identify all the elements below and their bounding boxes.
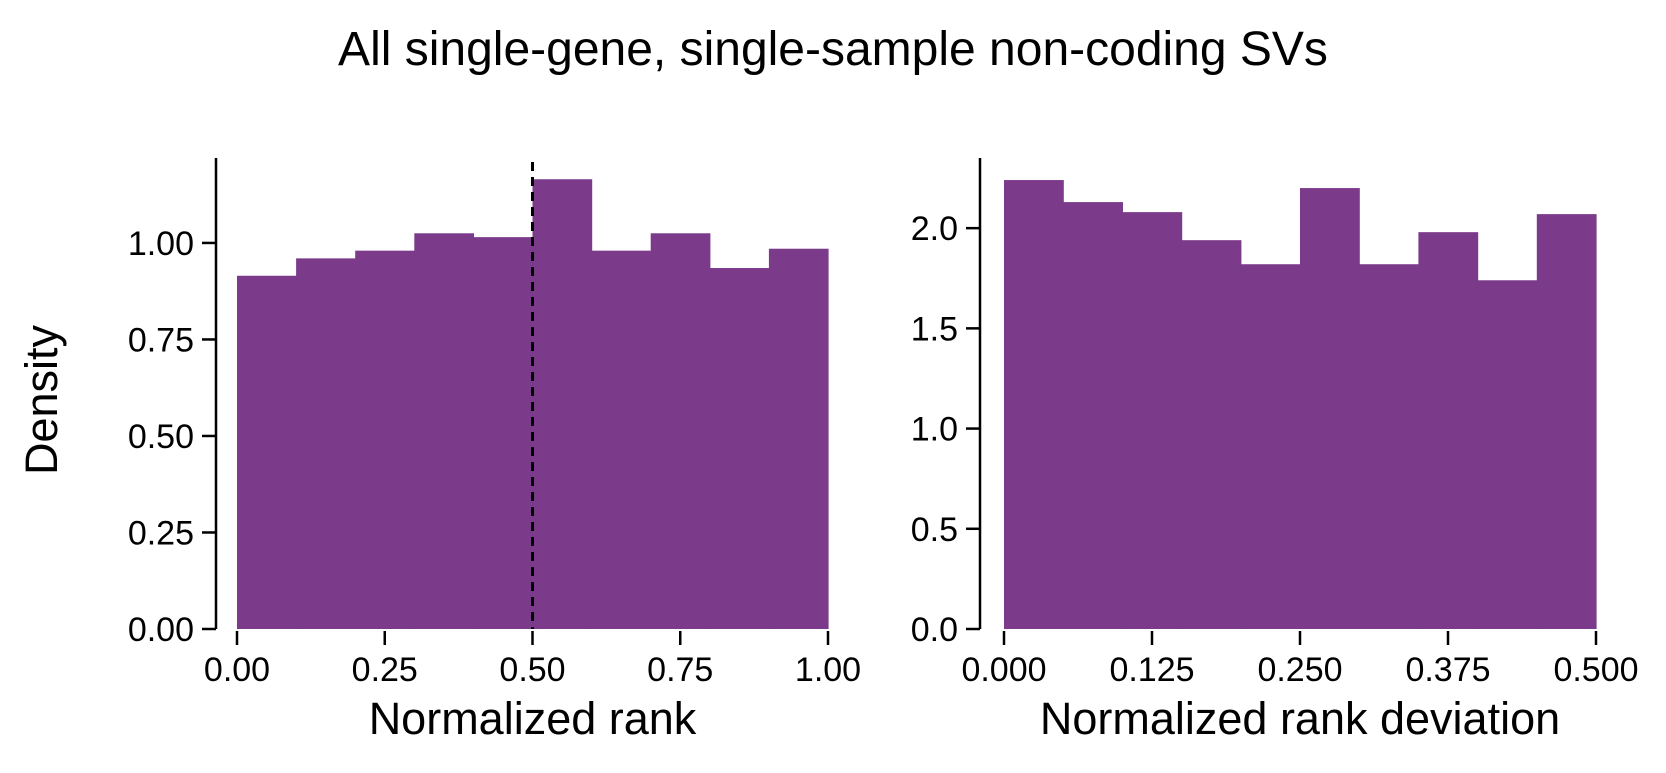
histogram-bar bbox=[1063, 202, 1123, 629]
y-tick-label: 0.00 bbox=[128, 611, 194, 649]
histogram-bar bbox=[1477, 280, 1538, 629]
x-tick-label: 0.375 bbox=[1405, 651, 1490, 689]
y-tick-label: 1.5 bbox=[911, 310, 958, 348]
y-tick-label: 0.50 bbox=[128, 418, 194, 456]
histogram-bar bbox=[414, 233, 474, 630]
x-tick-label: 0.250 bbox=[1257, 651, 1342, 689]
x-tick-label: 0.500 bbox=[1553, 651, 1638, 689]
histogram-bar bbox=[650, 233, 711, 630]
x-axis-label: Normalized rank bbox=[369, 693, 697, 744]
histogram-bar bbox=[768, 248, 829, 629]
figure-title: All single-gene, single-sample non-codin… bbox=[338, 23, 1328, 76]
histogram-bar bbox=[1418, 232, 1479, 629]
histogram-bar bbox=[296, 258, 356, 629]
histogram-bar bbox=[591, 250, 652, 629]
panel-normalized-rank-deviation: 0.0 0.5 1.0 1.5 2.0 0.000 0.125 0.250 0.375 0.500… bbox=[911, 158, 1639, 744]
x-tick-label: 0.25 bbox=[352, 651, 418, 689]
x-tick-label: 0.125 bbox=[1109, 651, 1194, 689]
y-tick-label: 0.25 bbox=[128, 514, 194, 552]
histogram-bar bbox=[532, 179, 593, 629]
y-tick-label: 0.75 bbox=[128, 321, 194, 359]
y-tick-label: 1.00 bbox=[128, 225, 194, 263]
panel-normalized-rank: 0.00 0.25 0.50 0.75 1.00 0.00 0.25 0.50 0.75 1.00… bbox=[16, 158, 861, 744]
y-tick-label: 0.0 bbox=[911, 611, 958, 649]
histogram-bar bbox=[1536, 214, 1597, 630]
histogram-bar bbox=[709, 268, 770, 629]
x-tick-label: 0.75 bbox=[647, 651, 713, 689]
histogram-bar bbox=[473, 237, 534, 630]
histogram-bar bbox=[1004, 180, 1064, 629]
histogram-bar bbox=[1181, 240, 1242, 629]
y-tick-label: 2.0 bbox=[911, 210, 958, 248]
histogram-bar bbox=[355, 250, 415, 629]
x-tick-label: 0.50 bbox=[499, 651, 565, 689]
y-tick-label: 1.0 bbox=[911, 411, 958, 449]
x-tick-label: 1.00 bbox=[795, 651, 861, 689]
histogram-bar bbox=[1300, 188, 1360, 629]
y-axis-label: Density bbox=[16, 324, 67, 475]
y-tick-label: 0.5 bbox=[911, 511, 958, 549]
histogram-bar bbox=[1240, 264, 1301, 629]
x-tick-label: 0.00 bbox=[204, 651, 270, 689]
x-tick-label: 0.000 bbox=[961, 651, 1046, 689]
histogram-bar bbox=[237, 275, 297, 629]
histogram-bar bbox=[1359, 264, 1419, 629]
x-axis-label: Normalized rank deviation bbox=[1040, 693, 1560, 744]
histogram-bar bbox=[1122, 212, 1183, 629]
